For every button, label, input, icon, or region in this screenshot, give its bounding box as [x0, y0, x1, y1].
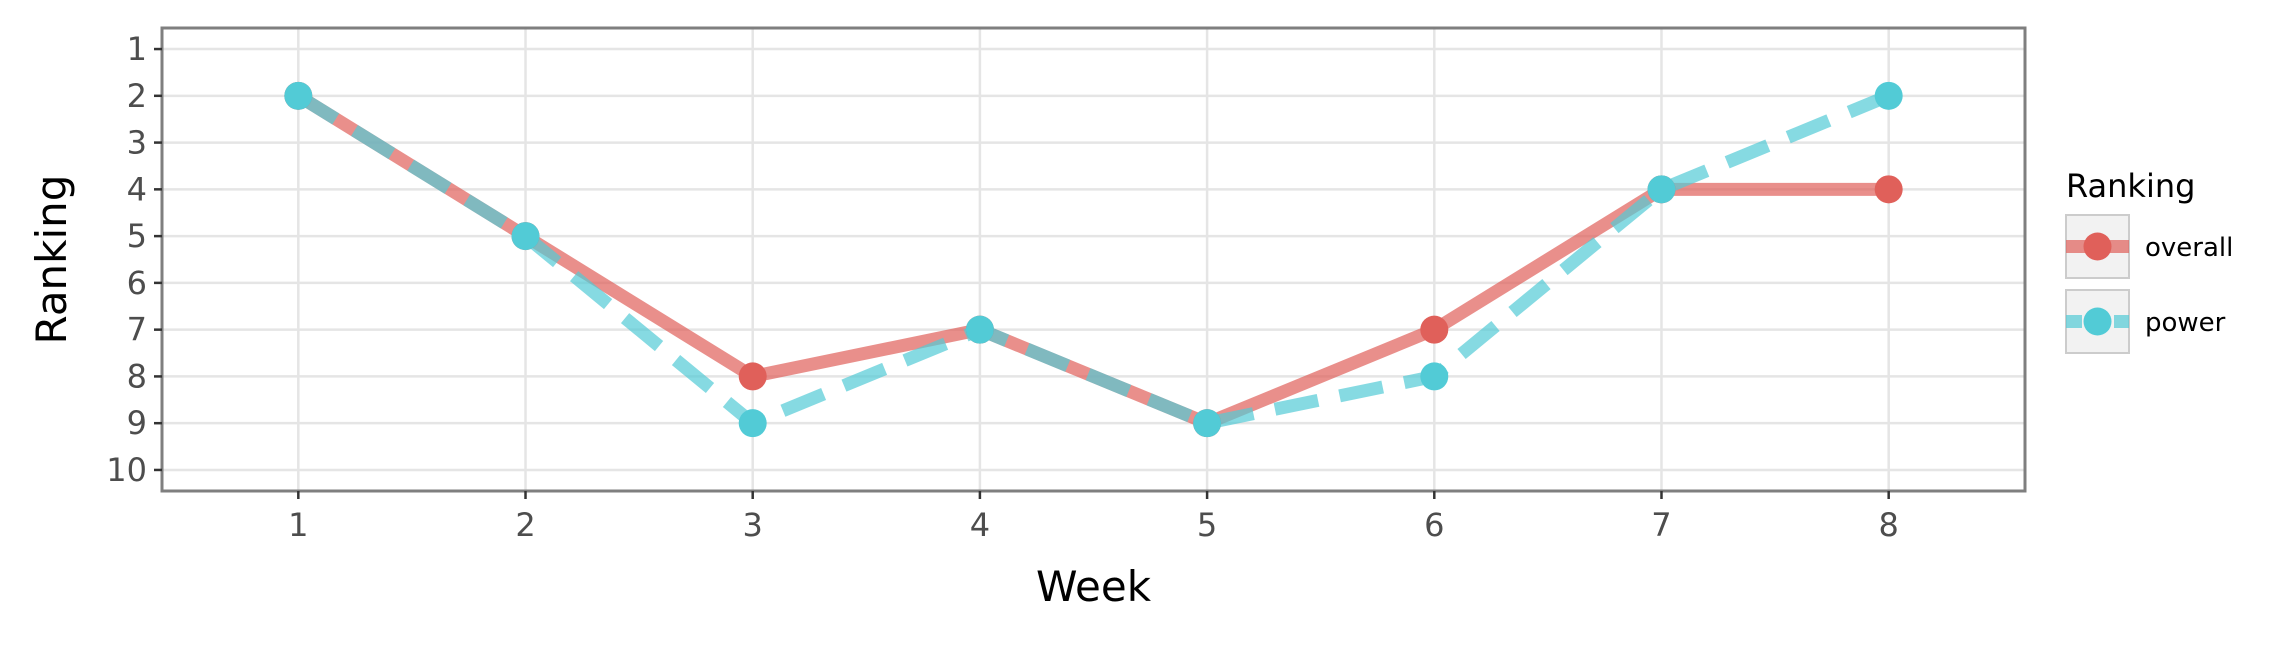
y-tick-label: 2 — [127, 77, 147, 115]
data-point-power — [511, 222, 540, 251]
x-tick-label: 3 — [743, 506, 763, 544]
legend-label: overall — [2145, 233, 2233, 263]
x-tick-label: 6 — [1424, 506, 1444, 544]
data-point-power — [1647, 175, 1676, 204]
x-tick-label: 7 — [1651, 506, 1671, 544]
x-tick-label: 2 — [515, 506, 535, 544]
x-axis-title: Week — [1036, 562, 1152, 611]
y-tick-label: 9 — [127, 404, 147, 442]
data-point-power — [1420, 362, 1449, 391]
data-point-power — [1193, 409, 1222, 438]
y-tick-label: 4 — [127, 170, 147, 208]
plot-border — [160, 26, 2027, 493]
x-tick-label: 8 — [1879, 506, 1899, 544]
x-tick-label: 4 — [970, 506, 990, 544]
grid-lines — [162, 28, 2025, 491]
y-tick-label: 8 — [127, 357, 147, 395]
legend-key-point — [2083, 232, 2112, 261]
x-tick-label: 1 — [288, 506, 308, 544]
data-point-power — [965, 315, 994, 344]
legend-key-point — [2083, 307, 2112, 336]
x-tick-label: 5 — [1197, 506, 1217, 544]
data-point-power — [1874, 81, 1903, 110]
series-line-power — [294, 89, 1892, 430]
y-tick-label: 6 — [127, 264, 147, 302]
legend-item-overall: overall — [2065, 214, 2233, 279]
y-tick-label: 10 — [106, 451, 147, 489]
legend-title: Ranking — [2066, 167, 2195, 205]
data-point-overall — [1874, 175, 1903, 204]
series-line-group — [294, 89, 1892, 430]
y-tick-label: 5 — [127, 217, 147, 255]
axis-ticks: 1 2 3 4 5 6 7 8 1 2 3 4 5 6 7 8 9 10 — [106, 30, 1899, 544]
data-point-power — [738, 409, 767, 438]
y-tick-label: 7 — [127, 311, 147, 349]
legend-item-power: power — [2065, 289, 2226, 354]
data-point-overall — [738, 362, 767, 391]
data-point-overall — [1420, 315, 1449, 344]
legend: Ranking overall power — [2065, 167, 2233, 354]
legend-label: power — [2145, 308, 2226, 338]
y-tick-label: 3 — [127, 124, 147, 162]
y-axis-title: Ranking — [27, 175, 76, 345]
data-point-power — [284, 81, 313, 110]
series-point-group — [284, 81, 1903, 438]
y-tick-label: 1 — [127, 30, 147, 68]
series-lines — [284, 81, 1903, 438]
